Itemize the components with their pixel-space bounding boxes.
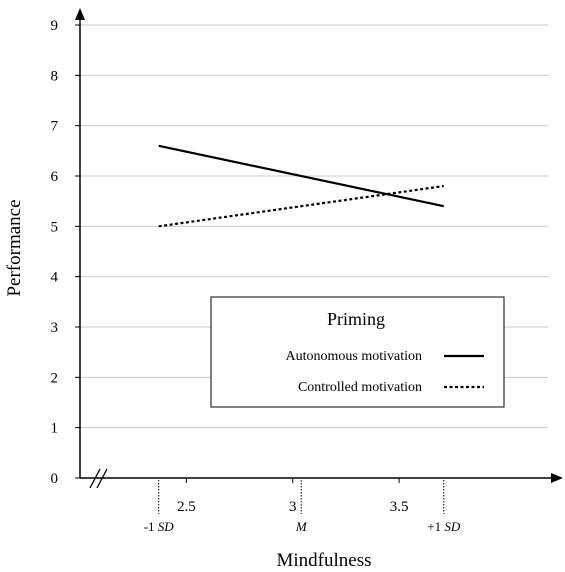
- y-axis-arrow: [75, 8, 85, 20]
- y-tick-label-5: 5: [51, 219, 59, 235]
- reference-mark-stat-2: SD: [444, 519, 461, 534]
- series-line-autonomous: [158, 144, 444, 208]
- y-tick-labels: 0 1 2 3 4 5 6 7 8 9: [51, 18, 80, 487]
- legend-label-1: Controlled motivation: [298, 380, 422, 395]
- axes: [75, 8, 563, 489]
- series-line-controlled: [158, 184, 444, 228]
- axis-break-marks: [89, 468, 108, 489]
- gridlines: [80, 24, 548, 429]
- y-tick-label-4: 4: [51, 270, 59, 286]
- y-axis-title: Performance: [4, 199, 25, 296]
- reference-mark-label-2: +1 SD: [427, 519, 461, 534]
- x-axis-arrow: [551, 473, 563, 483]
- reference-mark-stat-1: M: [295, 519, 308, 534]
- legend-label-0: Autonomous motivation: [286, 349, 423, 364]
- legend-items: Autonomous motivation Controlled motivati…: [286, 349, 484, 395]
- reference-mark-label-1: M: [295, 519, 308, 534]
- x-axis-title: Mindfulness: [277, 550, 372, 571]
- y-tick-label-8: 8: [51, 68, 59, 84]
- reference-mark-stat-0: SD: [158, 519, 175, 534]
- reference-mark-label-0: -1 SD: [144, 519, 175, 534]
- legend-box: [210, 296, 505, 408]
- x-tick-label-2.5: 2.5: [177, 499, 196, 515]
- x-tick-label-3: 3: [289, 499, 297, 515]
- y-tick-label-7: 7: [51, 119, 59, 135]
- y-tick-label-6: 6: [51, 169, 59, 185]
- y-tick-label-0: 0: [51, 471, 59, 487]
- legend-title: Priming: [327, 309, 385, 329]
- y-tick-label-1: 1: [51, 421, 59, 437]
- legend: Priming Autonomous motivation Controlled …: [210, 296, 505, 408]
- x-tick-label-3.5: 3.5: [390, 499, 409, 515]
- series-lines: [158, 144, 444, 228]
- reference-mark-prefix-2: +1: [427, 519, 444, 534]
- reference-mark-prefix-0: -1: [144, 519, 158, 534]
- y-tick-label-9: 9: [51, 18, 59, 34]
- y-tick-label-2: 2: [51, 370, 59, 386]
- x-tick-labels: 2.5 3 3.5: [177, 478, 408, 515]
- y-tick-label-3: 3: [51, 320, 59, 336]
- reference-marks: -1 SD M +1 SD: [144, 480, 461, 534]
